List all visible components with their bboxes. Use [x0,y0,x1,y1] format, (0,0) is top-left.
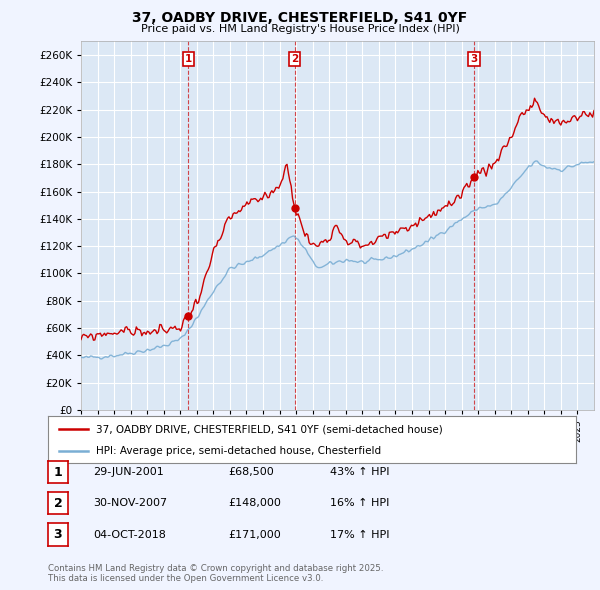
Text: 43% ↑ HPI: 43% ↑ HPI [330,467,389,477]
Text: 17% ↑ HPI: 17% ↑ HPI [330,530,389,539]
Text: 30-NOV-2007: 30-NOV-2007 [93,499,167,508]
Text: HPI: Average price, semi-detached house, Chesterfield: HPI: Average price, semi-detached house,… [95,447,380,456]
Text: 2: 2 [291,54,298,64]
Text: 1: 1 [53,466,62,478]
Text: Contains HM Land Registry data © Crown copyright and database right 2025.
This d: Contains HM Land Registry data © Crown c… [48,563,383,583]
Text: £148,000: £148,000 [228,499,281,508]
Text: 37, OADBY DRIVE, CHESTERFIELD, S41 0YF: 37, OADBY DRIVE, CHESTERFIELD, S41 0YF [133,11,467,25]
Text: Price paid vs. HM Land Registry's House Price Index (HPI): Price paid vs. HM Land Registry's House … [140,24,460,34]
Text: 2: 2 [53,497,62,510]
Text: 37, OADBY DRIVE, CHESTERFIELD, S41 0YF (semi-detached house): 37, OADBY DRIVE, CHESTERFIELD, S41 0YF (… [95,424,442,434]
Text: £68,500: £68,500 [228,467,274,477]
Text: 1: 1 [185,54,192,64]
Text: 16% ↑ HPI: 16% ↑ HPI [330,499,389,508]
Text: 04-OCT-2018: 04-OCT-2018 [93,530,166,539]
Text: 29-JUN-2001: 29-JUN-2001 [93,467,164,477]
Text: 3: 3 [470,54,478,64]
Text: £171,000: £171,000 [228,530,281,539]
Text: 3: 3 [53,528,62,541]
